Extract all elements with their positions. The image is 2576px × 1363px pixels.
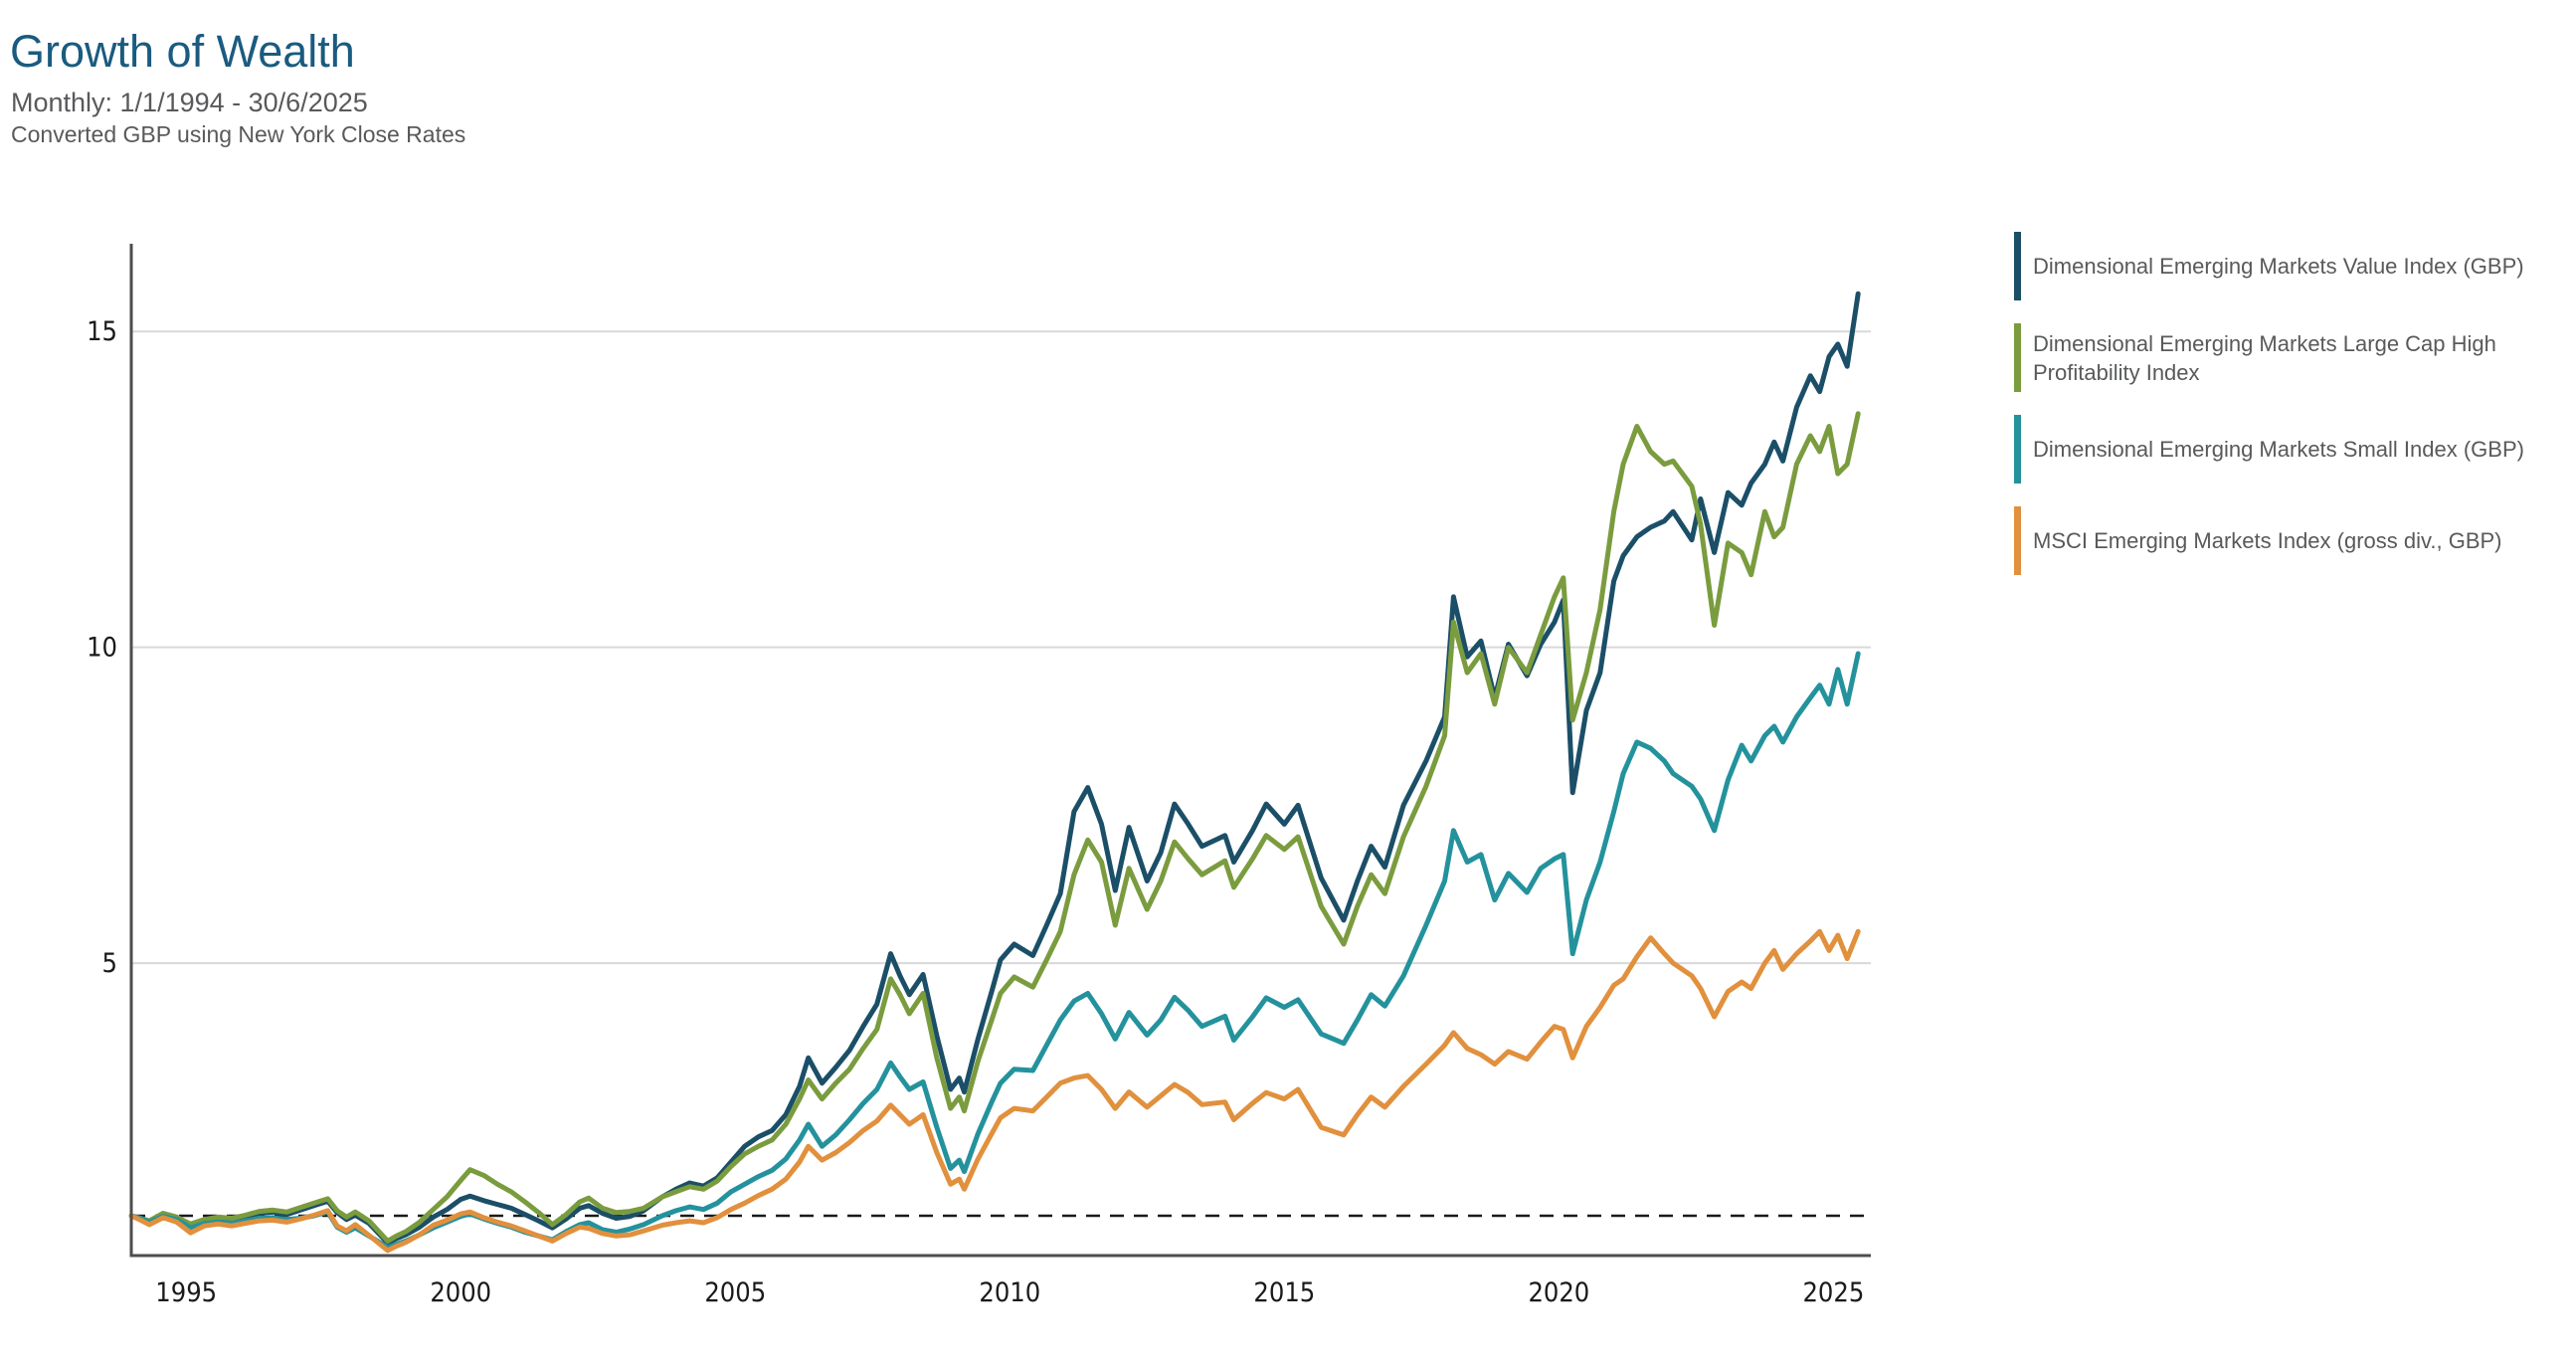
y-tick-label: 15 [87,316,117,347]
x-tick-label: 2000 [430,1277,491,1308]
legend-label: Dimensional Emerging Markets Small Index… [2033,437,2524,462]
legend-item-small-index: Dimensional Emerging Markets Small Index… [2014,415,2551,484]
legend-color-bar [2014,232,2021,300]
x-tick-label: 2005 [704,1277,766,1308]
legend-label: MSCI Emerging Markets Index (gross div.,… [2033,528,2502,553]
legend-item-value-index: Dimensional Emerging Markets Value Index… [2014,232,2551,300]
legend-item-large-cap-high-profitability-index: Dimensional Emerging Markets Large Cap H… [2014,323,2551,392]
chart-conversion-note: Converted GBP using New York Close Rates [11,121,466,147]
legend-color-bar [2014,506,2021,575]
chart-subtitle: Monthly: 1/1/1994 - 30/6/2025 [11,88,368,117]
x-tick-label: 1995 [155,1277,217,1308]
page-title: Growth of Wealth [10,26,355,77]
legend-label: Dimensional Emerging Markets Value Index… [2033,254,2524,279]
legend-color-bar [2014,323,2021,392]
legend-color-bar [2014,415,2021,484]
x-tick-label: 2010 [979,1277,1040,1308]
x-tick-label: 2015 [1253,1277,1315,1308]
legend-label: Dimensional Emerging Markets Large Cap H… [2033,330,2496,385]
x-tick-label: 2020 [1528,1277,1589,1308]
x-tick-label: 2025 [1802,1277,1864,1308]
y-tick-label: 10 [87,633,117,664]
chart-legend: Dimensional Emerging Markets Value Index… [2014,232,2551,575]
y-tick-label: 5 [102,948,117,979]
legend-item-msci-index: MSCI Emerging Markets Index (gross div.,… [2014,506,2551,575]
